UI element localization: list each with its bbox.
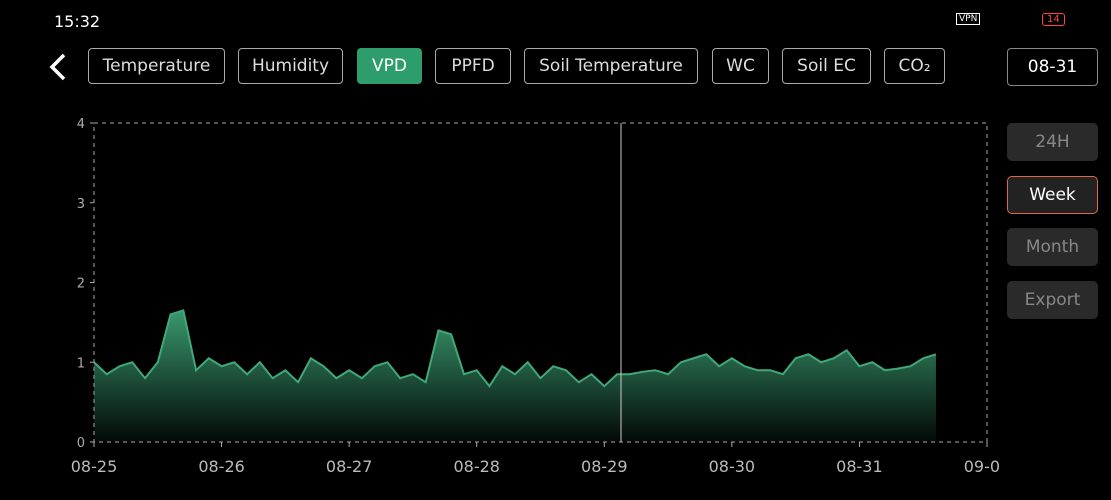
back-button[interactable] <box>44 52 70 82</box>
range-button[interactable]: Month <box>1007 228 1098 266</box>
x-tick-label: 08-27 <box>326 457 373 476</box>
vpn-icon: VPN <box>956 13 981 25</box>
y-tick-label: 0 <box>77 436 85 451</box>
x-tick-label: 08-25 <box>71 457 118 476</box>
x-tick-label: 08-26 <box>198 457 245 476</box>
tab[interactable]: VPD <box>357 48 422 84</box>
y-tick-label: 3 <box>77 197 85 212</box>
tab[interactable]: Soil Temperature <box>524 48 698 84</box>
battery: 14 <box>1042 13 1065 26</box>
x-tick-label: 08-30 <box>709 457 756 476</box>
tab[interactable]: Temperature <box>88 48 225 84</box>
tab[interactable]: WC <box>712 48 769 84</box>
range-button[interactable]: 24H <box>1007 123 1098 161</box>
tab[interactable]: PPFD <box>435 48 511 84</box>
y-tick-label: 1 <box>77 356 85 371</box>
range-button[interactable]: Week <box>1007 175 1098 214</box>
area-fill <box>94 310 936 442</box>
tab[interactable]: Humidity <box>238 48 343 84</box>
y-tick-label: 2 <box>77 277 85 292</box>
tab[interactable]: CO₂ <box>884 48 945 84</box>
x-tick-label: 08-31 <box>836 457 883 476</box>
date-picker[interactable]: 08-31 <box>1007 48 1098 86</box>
data-line <box>93 309 937 388</box>
tab[interactable]: Soil EC <box>782 48 871 84</box>
x-tick-label: 08-28 <box>453 457 500 476</box>
x-tick-label: 08-29 <box>581 457 628 476</box>
chart: 0 1 2 3 4 08-25 08-26 08-27 08-28 08-29 08-30 08-31… <box>71 117 1000 476</box>
range-button[interactable]: Export <box>1007 280 1098 319</box>
status-time: 15:32 <box>54 12 101 31</box>
x-tick-label: 09-01 <box>964 457 1000 476</box>
y-tick-label: 4 <box>77 117 85 132</box>
